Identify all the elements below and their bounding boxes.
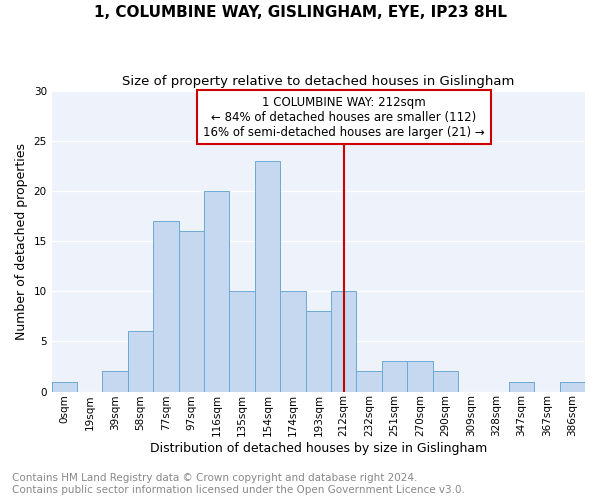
Y-axis label: Number of detached properties: Number of detached properties bbox=[15, 142, 28, 340]
Bar bbox=[560, 382, 585, 392]
Text: 1 COLUMBINE WAY: 212sqm
← 84% of detached houses are smaller (112)
16% of semi-d: 1 COLUMBINE WAY: 212sqm ← 84% of detache… bbox=[203, 96, 485, 138]
Bar bbox=[280, 291, 305, 392]
Bar bbox=[356, 372, 382, 392]
Bar bbox=[229, 291, 255, 392]
Bar bbox=[305, 312, 331, 392]
Text: Contains HM Land Registry data © Crown copyright and database right 2024.
Contai: Contains HM Land Registry data © Crown c… bbox=[12, 474, 465, 495]
Bar bbox=[382, 362, 407, 392]
Text: 1, COLUMBINE WAY, GISLINGHAM, EYE, IP23 8HL: 1, COLUMBINE WAY, GISLINGHAM, EYE, IP23 … bbox=[94, 5, 506, 20]
Bar bbox=[255, 161, 280, 392]
Bar bbox=[128, 332, 153, 392]
Bar bbox=[179, 231, 204, 392]
Bar bbox=[153, 221, 179, 392]
Bar bbox=[103, 372, 128, 392]
Title: Size of property relative to detached houses in Gislingham: Size of property relative to detached ho… bbox=[122, 75, 515, 88]
Bar bbox=[509, 382, 534, 392]
Bar bbox=[331, 291, 356, 392]
Bar bbox=[204, 191, 229, 392]
Bar bbox=[52, 382, 77, 392]
Bar bbox=[433, 372, 458, 392]
X-axis label: Distribution of detached houses by size in Gislingham: Distribution of detached houses by size … bbox=[150, 442, 487, 455]
Bar bbox=[407, 362, 433, 392]
